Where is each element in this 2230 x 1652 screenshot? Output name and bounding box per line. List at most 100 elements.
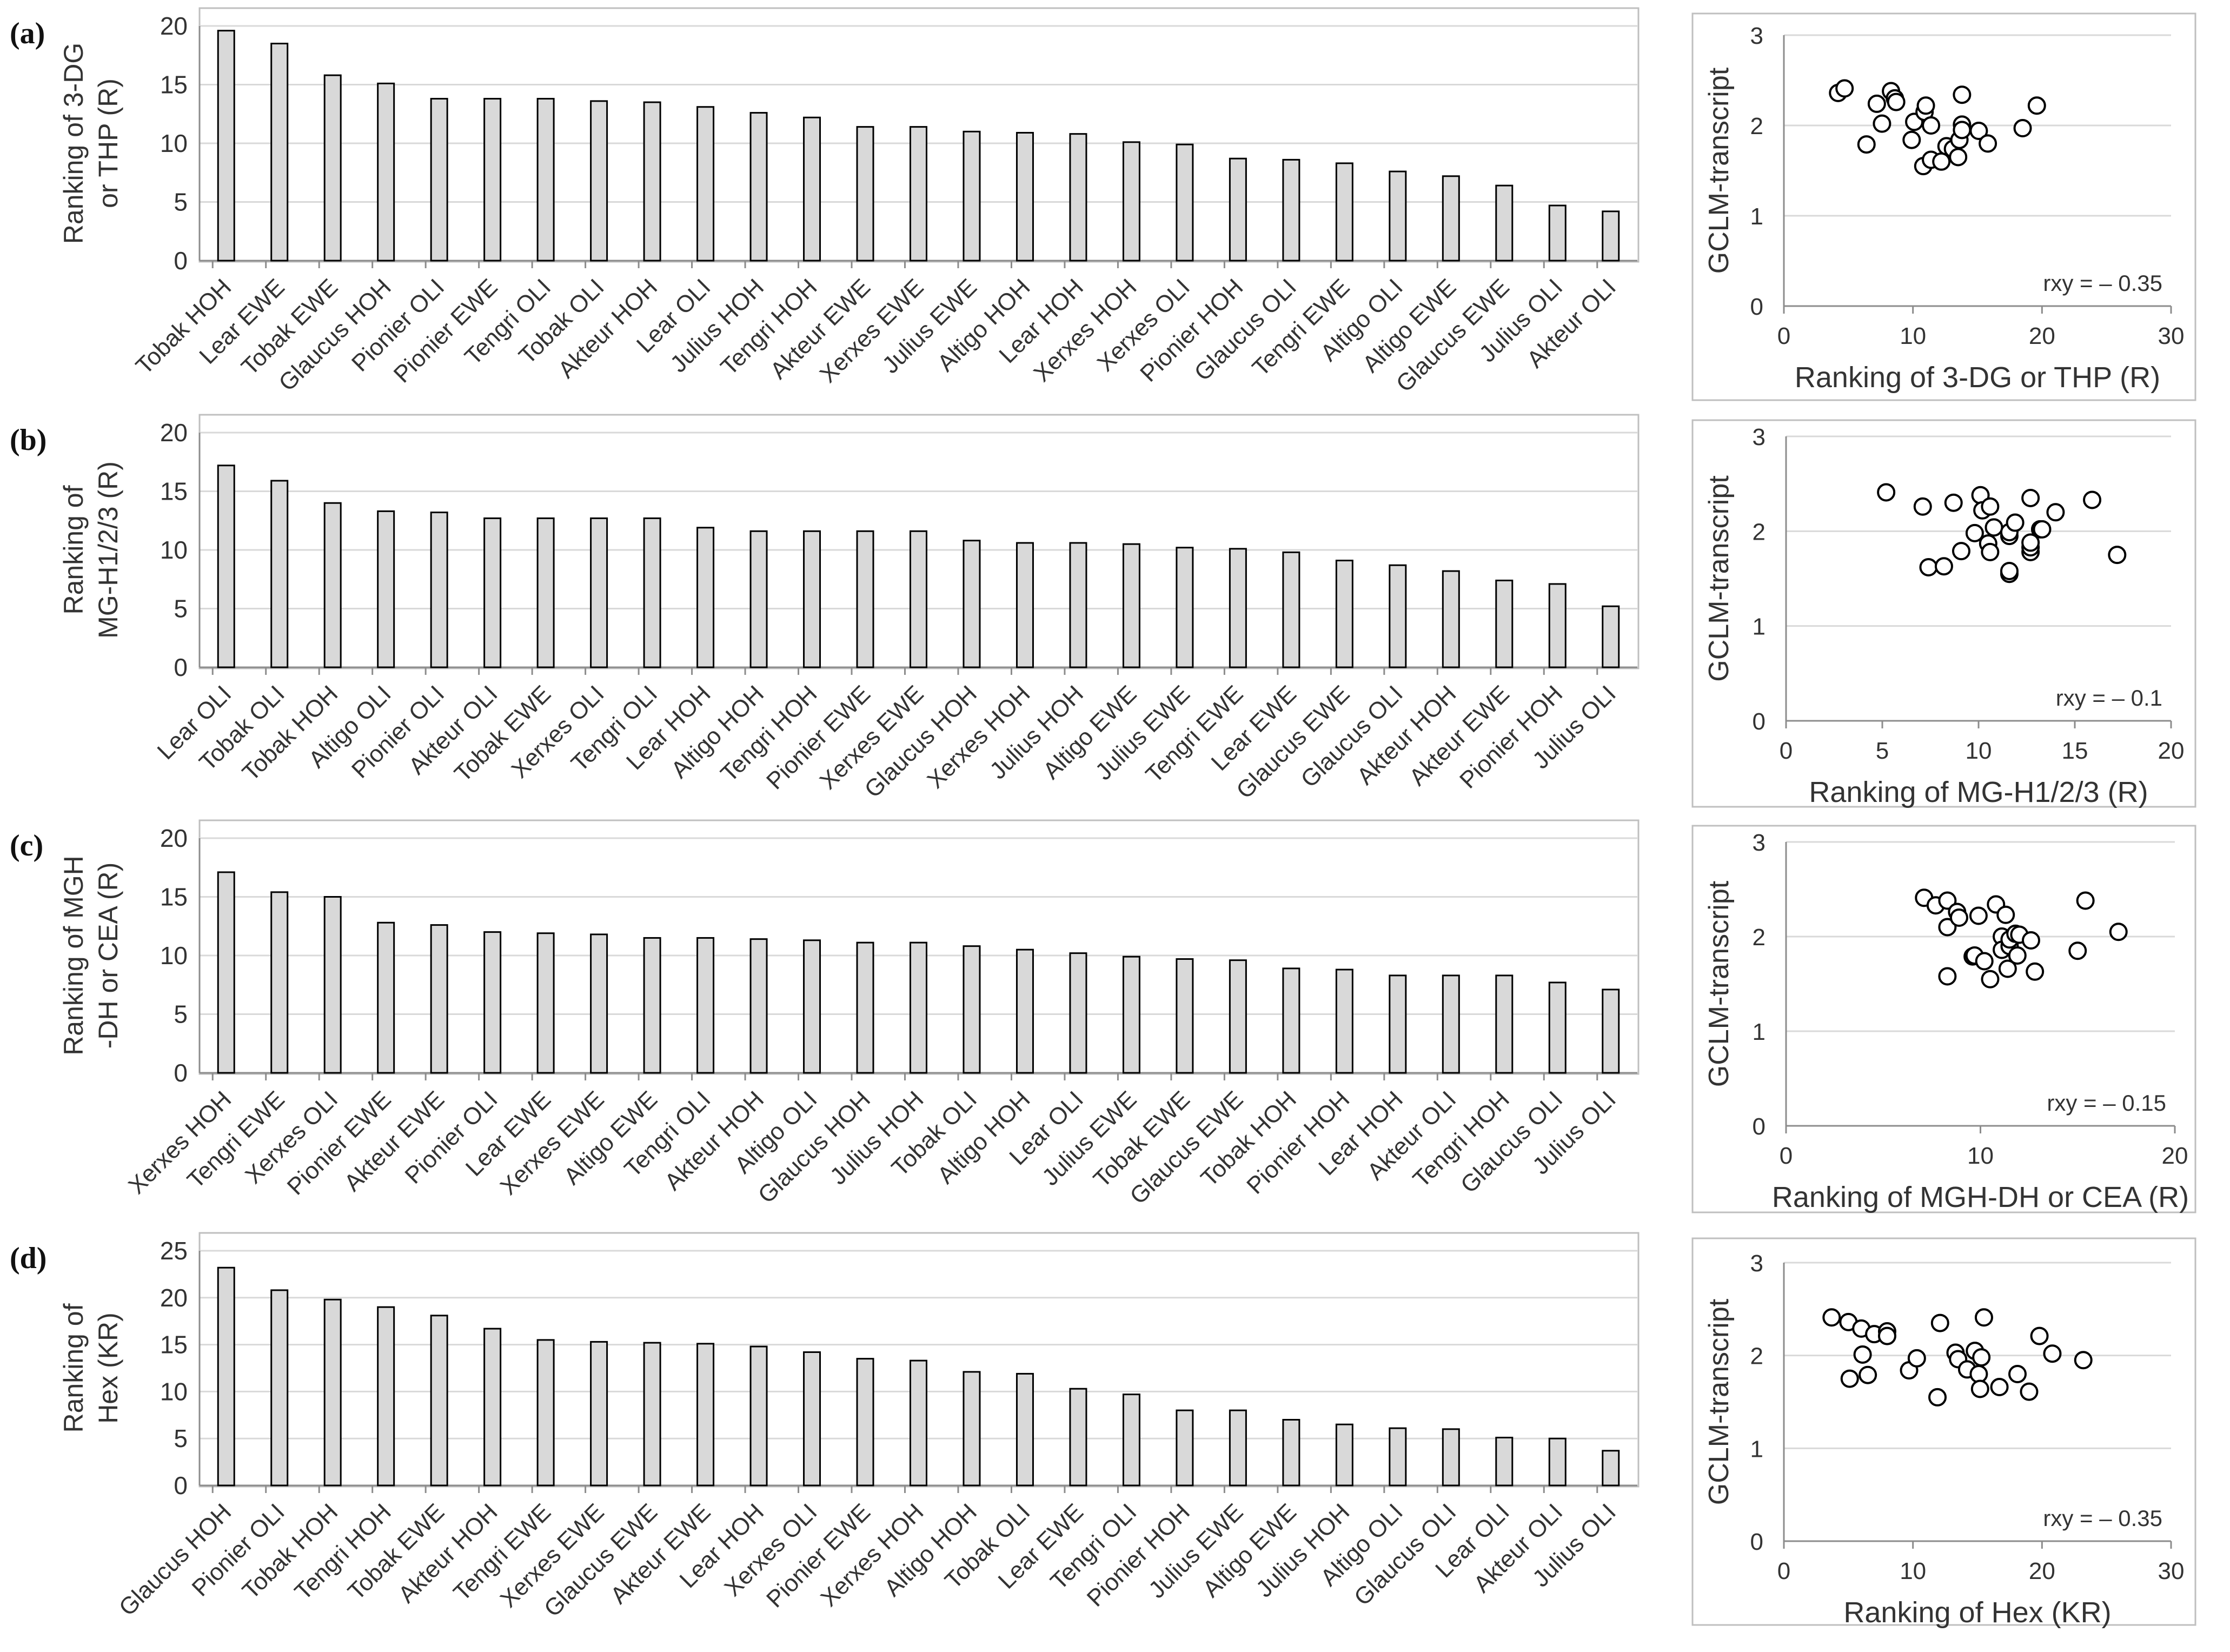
- bar-3-22: [1389, 1427, 1407, 1487]
- bar-2-5: [483, 931, 502, 1074]
- scatter-ylabel-2: GCLM-transcript: [1703, 880, 1735, 1087]
- scatter-xlabel-2: Ranking of MGH-DH or CEA (R): [1772, 1181, 2189, 1213]
- bar-2-2: [323, 896, 342, 1074]
- bar-0-24: [1495, 184, 1514, 262]
- bar-1-13: [910, 530, 927, 668]
- scatter-xtick-label-0: 30: [2158, 323, 2185, 349]
- bar-3-4: [430, 1315, 448, 1487]
- scatter-ytick-label-3: 2: [1750, 1343, 1763, 1370]
- scatter-ytick-label-3: 3: [1750, 1250, 1763, 1277]
- bar-0-14: [963, 130, 981, 262]
- scatter-xtick-label-3: 10: [1900, 1558, 1926, 1584]
- bar-1-17: [1122, 543, 1140, 668]
- bar-3-13: [910, 1359, 927, 1487]
- scatter-xtick-label-1: 10: [1966, 738, 1992, 764]
- bar-ytick-label-3: 25: [160, 1237, 188, 1265]
- bar-ytick-label-0: 10: [160, 129, 188, 157]
- scatter-point-3-17: [1969, 1365, 1988, 1383]
- bar-1-7: [590, 517, 608, 668]
- bar-0-26: [1602, 210, 1620, 262]
- bar-1-26: [1602, 605, 1620, 668]
- scatter-point-3-10: [1907, 1349, 1926, 1368]
- scatter-point-2-6: [1949, 908, 1968, 927]
- bar-2-8: [643, 937, 661, 1074]
- scatter-xlabel-3: Ranking of Hex (KR): [1843, 1596, 2111, 1629]
- bar-0-5: [483, 98, 502, 262]
- bar-0-0: [217, 30, 235, 262]
- scatter-point-0-2: [1857, 135, 1876, 154]
- scatter-ytick-label-2: 0: [1753, 1113, 1766, 1140]
- bar-3-16: [1069, 1388, 1087, 1487]
- bar-0-15: [1016, 131, 1034, 262]
- scatter-point-0-14: [1922, 116, 1941, 135]
- scatter-xtick-label-3: 30: [2158, 1558, 2185, 1584]
- bar-2-9: [696, 937, 715, 1074]
- scatter-point-1-23: [2033, 520, 2052, 539]
- bar-1-1: [270, 480, 289, 668]
- bar-ytick-label-3: 0: [174, 1471, 188, 1500]
- scatter-point-2-20: [2008, 946, 2027, 965]
- bar-1-19: [1229, 548, 1247, 668]
- scatter-point-1-12: [1985, 518, 2003, 537]
- scatter-point-3-18: [1970, 1379, 1989, 1398]
- scatter-point-1-2: [1919, 558, 1938, 576]
- scatter-point-2-9: [1969, 906, 1988, 925]
- bar-3-20: [1282, 1418, 1300, 1487]
- scatter-xlabel-1: Ranking of MG-H1/2/3 (R): [1809, 776, 2148, 808]
- bar-3-2: [323, 1298, 342, 1487]
- scatter-annotation-1: rxy = – 0.1: [2056, 685, 2162, 711]
- bar-0-20: [1282, 158, 1300, 262]
- scatter-point-0-20: [1953, 85, 1972, 104]
- scatter-point-1-1: [1913, 497, 1932, 516]
- scatter-point-3-11: [1928, 1388, 1947, 1406]
- bar-ytick-label-1: 20: [160, 419, 188, 447]
- bar-ytick-label-1: 0: [174, 653, 188, 681]
- bar-0-10: [749, 112, 768, 262]
- bar-3-24: [1495, 1436, 1514, 1487]
- bar-2-26: [1602, 988, 1620, 1074]
- bar-ytick-label-2: 0: [174, 1059, 188, 1087]
- bar-3-15: [1016, 1372, 1034, 1487]
- scatter-xtick-label-0: 0: [1777, 323, 1790, 349]
- bar-1-0: [217, 465, 235, 668]
- scatter-xtick-label-3: 20: [2029, 1558, 2055, 1584]
- scatter-point-0-23: [1969, 122, 1988, 141]
- scatter-annotation-3: rxy = – 0.35: [2043, 1505, 2162, 1531]
- bar-2-13: [910, 941, 927, 1074]
- bar-0-25: [1548, 204, 1567, 262]
- bar-0-12: [856, 126, 874, 262]
- bar-ytick-label-3: 10: [160, 1377, 188, 1405]
- bar-2-6: [536, 932, 555, 1074]
- scatter-xtick-label-1: 5: [1876, 738, 1889, 764]
- bar-2-25: [1548, 981, 1567, 1074]
- bar-3-19: [1229, 1409, 1247, 1487]
- scatter-point-2-10: [1975, 952, 1994, 971]
- bar-3-0: [217, 1266, 235, 1487]
- scatter-point-3-22: [2008, 1365, 2027, 1383]
- bar-1-23: [1442, 570, 1460, 668]
- scatter-ytick-label-3: 0: [1750, 1529, 1763, 1555]
- scatter-point-0-7: [1887, 92, 1906, 111]
- scatter-point-0-4: [1873, 114, 1891, 133]
- bar-1-14: [963, 540, 981, 668]
- scatter-point-1-21: [2021, 488, 2040, 507]
- scatter-point-2-23: [2026, 962, 2045, 981]
- scatter-point-2-24: [2068, 941, 2087, 960]
- bar-3-23: [1442, 1428, 1460, 1487]
- bar-2-10: [749, 938, 768, 1074]
- scatter-point-3-2: [1840, 1369, 1859, 1388]
- bar-3-1: [270, 1289, 289, 1487]
- scatter-frame-2: [1691, 825, 2196, 1213]
- scatter-point-2-15: [1996, 905, 2015, 924]
- scatter-xtick-label-1: 0: [1780, 738, 1793, 764]
- bar-2-21: [1335, 968, 1353, 1074]
- scatter-point-3-20: [1974, 1308, 1993, 1327]
- scatter-point-2-22: [2021, 931, 2040, 950]
- scatter-xtick-label-1: 20: [2158, 738, 2185, 764]
- scatter-point-1-24: [2046, 503, 2065, 522]
- bar-2-18: [1176, 958, 1194, 1074]
- scatter-ylabel-3: GCLM-transcript: [1703, 1298, 1735, 1505]
- bar-ylabel-line-0-1: or THP (R): [93, 78, 123, 208]
- scatter-point-3-19: [1972, 1348, 1991, 1367]
- scatter-point-1-26: [2108, 546, 2127, 565]
